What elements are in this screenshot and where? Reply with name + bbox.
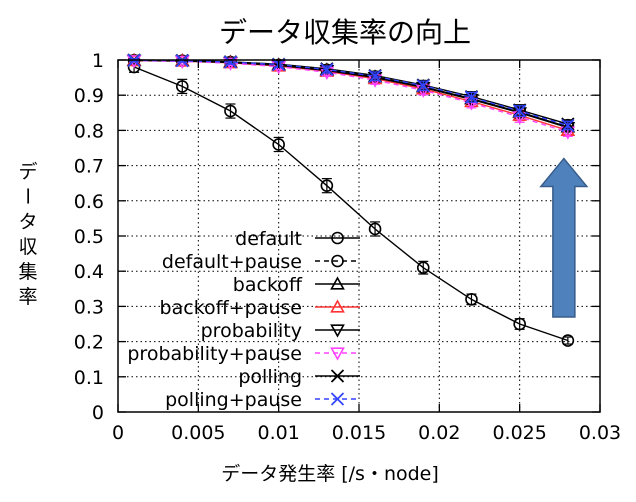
y-axis-title-char: タ <box>18 211 37 233</box>
legend-label: default+pause <box>162 251 302 273</box>
y-tick-label: 0.4 <box>74 261 104 283</box>
legend-marker <box>331 231 344 245</box>
legend-marker <box>330 324 345 338</box>
series-layer <box>126 52 576 347</box>
y-tick-label: 0.3 <box>74 296 104 318</box>
data-point <box>513 317 526 331</box>
x-tick-label: 0.005 <box>171 422 225 444</box>
series-line <box>134 59 569 129</box>
grid <box>118 60 600 412</box>
data-point <box>368 69 382 83</box>
x-tick-label: 0 <box>112 422 124 444</box>
legend-entry: default+pause <box>162 251 360 273</box>
legend-marker <box>330 299 345 313</box>
series-line <box>134 59 569 125</box>
y-tick-label: 0.2 <box>74 332 104 354</box>
y-axis-title-char: 集 <box>18 261 37 283</box>
legend-label: backoff+pause <box>160 297 302 319</box>
x-tick-label: 0.03 <box>579 422 621 444</box>
data-point <box>223 55 238 69</box>
y-axis-title-char: 収 <box>18 236 37 258</box>
series-line <box>134 59 569 128</box>
x-tick-label: 0.025 <box>492 422 546 444</box>
legend-entry: probability+pause <box>127 343 360 365</box>
series-probability <box>126 54 576 136</box>
legend-label: polling+pause <box>165 389 302 411</box>
data-point <box>464 90 479 104</box>
y-axis-title-char: デ <box>18 161 37 183</box>
chart-title: データ収集率の向上 <box>219 16 471 49</box>
y-tick-label: 0.9 <box>74 85 104 107</box>
series-line <box>134 60 569 133</box>
up-arrow-annotation <box>539 157 589 318</box>
legend-label: backoff <box>233 274 303 296</box>
y-axis-title-char: 率 <box>18 286 37 308</box>
y-axis-title: データ収集率 <box>16 161 38 308</box>
legend-label: polling <box>238 366 302 388</box>
legend-marker <box>331 254 344 268</box>
y-tick-label: 1 <box>92 50 104 72</box>
data-point <box>416 79 430 93</box>
y-axis-title-char: ー <box>16 186 38 205</box>
data-point <box>320 62 334 77</box>
legend-marker <box>330 392 345 406</box>
legend-entry: probability <box>201 320 360 342</box>
x-tick-label: 0.015 <box>332 422 386 444</box>
y-tick-label: 0.5 <box>74 226 104 248</box>
y-axis-ticks: 0 0.1 0.2 0.3 0.4 0.5 0.6 0.7 0.8 0.9 1 <box>74 50 600 424</box>
series-polling <box>127 53 575 131</box>
legend-marker <box>330 369 345 383</box>
data-point <box>465 293 478 306</box>
series-line <box>134 59 569 126</box>
legend-label: default <box>235 228 302 250</box>
series-probability-plus-pause <box>126 55 576 140</box>
data-point <box>561 334 575 347</box>
legend-label: probability+pause <box>127 343 302 365</box>
x-tick-label: 0.01 <box>258 422 300 444</box>
data-point <box>368 222 382 236</box>
y-tick-label: 0.6 <box>74 191 104 213</box>
legend-marker <box>330 347 345 361</box>
data-point <box>224 104 237 118</box>
legend-entry: default <box>235 228 360 250</box>
data-point <box>320 179 334 192</box>
series-polling-plus-pause <box>127 53 575 133</box>
legend-entry: polling+pause <box>165 389 360 411</box>
data-point <box>272 138 285 151</box>
x-axis-title: データ発生率 [/s・node] <box>221 463 439 485</box>
series-line <box>134 59 569 127</box>
y-tick-label: 0.1 <box>74 367 104 389</box>
legend-entry: backoff <box>233 274 360 296</box>
legend-marker <box>330 276 345 290</box>
y-tick-label: 0 <box>92 402 104 424</box>
legend: defaultdefault+pausebackoffbackoff+pause… <box>127 228 360 411</box>
y-tick-label: 0.8 <box>74 120 104 142</box>
x-axis-ticks: 0 0.005 0.01 0.015 0.02 0.025 0.03 <box>112 60 621 444</box>
y-tick-label: 0.7 <box>74 156 104 178</box>
series-default <box>127 60 575 347</box>
annotation-layer <box>539 157 589 318</box>
data-point <box>416 261 430 274</box>
series-line <box>133 66 569 342</box>
legend-entry: backoff+pause <box>160 297 360 319</box>
x-tick-label: 0.02 <box>418 422 460 444</box>
data-point <box>513 104 527 118</box>
legend-label: probability <box>201 320 302 342</box>
data-point <box>561 118 575 133</box>
legend-entry: polling <box>238 366 360 388</box>
data-point <box>175 80 189 93</box>
